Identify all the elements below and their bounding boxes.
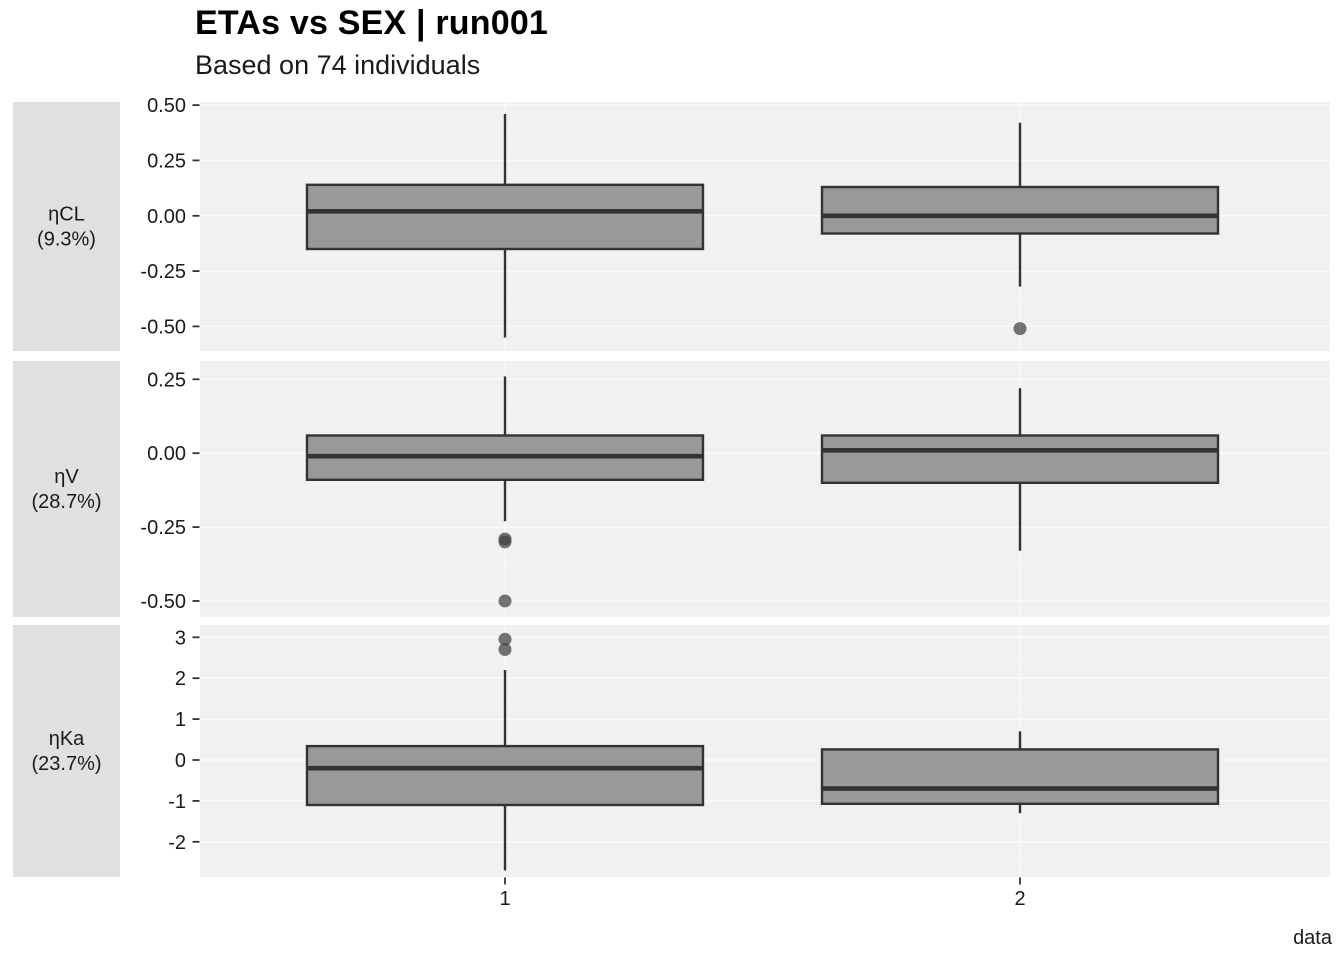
box-panel-3-sex1 xyxy=(305,744,705,807)
y-tick-label: -1 xyxy=(168,791,186,813)
y-tick-label: -0.25 xyxy=(140,517,186,539)
y-tick-label: 1 xyxy=(175,709,186,731)
y-tick-label: 0.00 xyxy=(147,206,186,228)
y-tick-label: 0.25 xyxy=(147,150,186,172)
panel-1-strip-label: ηCL xyxy=(48,204,85,226)
x-tick-label: 1 xyxy=(499,888,510,910)
y-tick-label: -0.25 xyxy=(140,261,186,283)
y-tick-label: 0.50 xyxy=(147,95,186,117)
x-axis-label: data xyxy=(1293,927,1332,949)
y-tick-label: 2 xyxy=(175,668,186,690)
box-panel-3-sex1-outlier xyxy=(498,643,512,656)
y-tick-label: 0.00 xyxy=(147,443,186,465)
plot-title: ETAs vs SEX | run001 xyxy=(195,4,549,42)
y-tick-label: 0 xyxy=(175,750,186,772)
panel-2-strip-label: ηV xyxy=(54,466,79,488)
panel-3-strip-label: ηKa xyxy=(49,728,85,750)
plot-subtitle: Based on 74 individuals xyxy=(195,50,481,80)
y-tick-label: -2 xyxy=(168,832,186,854)
box-panel-1-sex2-outlier xyxy=(1013,322,1027,336)
box-panel-1-sex2 xyxy=(820,185,1220,235)
panel-1-strip-sublabel: (9.3%) xyxy=(37,229,96,251)
box-panel-2-sex2 xyxy=(820,434,1220,484)
box-panel-1-sex1 xyxy=(305,183,705,251)
box-panel-3-sex1-outlier xyxy=(498,632,512,646)
y-tick-label: 0.25 xyxy=(147,369,186,391)
box-panel-2-sex1-outlier xyxy=(498,535,512,549)
box-panel-2-sex1-outlier xyxy=(498,594,512,608)
box-panel-3-sex2 xyxy=(820,748,1220,806)
y-tick-label: -0.50 xyxy=(140,591,186,613)
x-tick-label: 2 xyxy=(1014,888,1025,910)
panel-3-strip-sublabel: (23.7%) xyxy=(31,753,101,775)
panel-2-strip-sublabel: (28.7%) xyxy=(31,491,101,513)
y-tick-label: 3 xyxy=(175,627,186,649)
y-tick-label: -0.50 xyxy=(140,316,186,338)
panel-3-strip xyxy=(13,625,120,877)
panel-2-strip xyxy=(13,361,120,617)
panel-1-strip xyxy=(13,102,120,351)
panel-2-background xyxy=(200,361,1330,617)
